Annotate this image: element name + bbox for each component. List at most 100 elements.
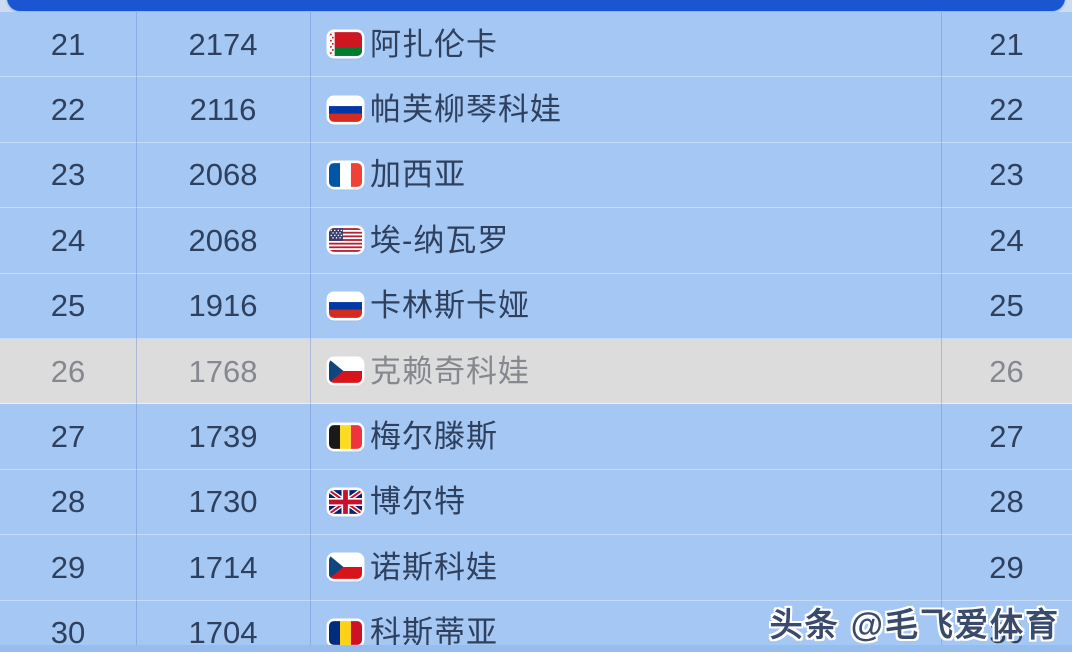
player-cell: 梅尔滕斯 bbox=[310, 404, 941, 468]
points-value: 1704 bbox=[188, 615, 258, 645]
rank-value-left: 27 bbox=[50, 419, 86, 455]
table-row[interactable]: 23 2068 加西亚 23 bbox=[0, 142, 1072, 209]
player-cell: 克赖奇科娃 bbox=[310, 339, 941, 403]
points-cell: 2068 bbox=[136, 143, 310, 207]
romania-flag-icon bbox=[329, 620, 362, 645]
rank-value-right: 22 bbox=[989, 92, 1024, 128]
rank-cell-right: 23 bbox=[941, 143, 1072, 207]
table-header-bar bbox=[7, 0, 1065, 11]
points-cell: 1714 bbox=[136, 535, 310, 599]
player-cell: 博尔特 bbox=[310, 470, 941, 534]
table-row[interactable]: 22 2116 帕芙柳琴科娃 22 bbox=[0, 77, 1072, 143]
rank-cell-left: 27 bbox=[0, 404, 136, 468]
table-row[interactable]: 27 1739 梅尔滕斯 27 bbox=[0, 404, 1072, 470]
rank-cell-right: 22 bbox=[941, 77, 1072, 141]
player-cell: 帕芙柳琴科娃 bbox=[310, 77, 941, 141]
rank-value-right: 27 bbox=[989, 419, 1024, 455]
points-value: 1739 bbox=[188, 419, 258, 455]
player-cell: 阿扎伦卡 bbox=[310, 12, 941, 76]
rank-cell-right: 24 bbox=[941, 208, 1072, 272]
rank-cell-right: 21 bbox=[941, 12, 1072, 76]
table-row[interactable]: 29 1714 诺斯科娃 29 bbox=[0, 535, 1072, 601]
points-cell: 1739 bbox=[136, 404, 310, 468]
points-value: 1730 bbox=[188, 484, 258, 520]
points-cell: 1704 bbox=[136, 601, 310, 645]
rank-value-right: 23 bbox=[989, 157, 1024, 193]
points-cell: 2068 bbox=[136, 208, 310, 272]
player-cell: 卡林斯卡娅 bbox=[310, 274, 941, 338]
rank-cell-right: 28 bbox=[941, 470, 1072, 534]
rank-cell-left: 29 bbox=[0, 535, 136, 599]
rank-cell-left: 21 bbox=[0, 12, 136, 76]
rank-value-left: 29 bbox=[50, 549, 86, 585]
rank-value-right: 25 bbox=[989, 288, 1024, 324]
belgium-flag-icon bbox=[329, 424, 362, 449]
rank-value-left: 26 bbox=[50, 353, 86, 389]
table-row[interactable]: 30 1704 科斯蒂亚 30 bbox=[0, 600, 1072, 645]
player-cell: 诺斯科娃 bbox=[310, 535, 941, 599]
rank-value-left: 28 bbox=[50, 484, 86, 520]
russia-flag-icon bbox=[329, 293, 362, 318]
player-cell: 科斯蒂亚 bbox=[310, 601, 941, 645]
rank-cell-right: 25 bbox=[941, 274, 1072, 338]
points-value: 2116 bbox=[189, 92, 257, 128]
player-name: 诺斯科娃 bbox=[370, 549, 498, 585]
rank-value-right: 28 bbox=[989, 484, 1024, 520]
player-name: 加西亚 bbox=[370, 157, 466, 193]
player-name: 埃-纳瓦罗 bbox=[370, 222, 510, 258]
rank-value-left: 25 bbox=[50, 288, 86, 324]
table-row[interactable]: 24 2068 埃-纳瓦罗 24 bbox=[0, 208, 1072, 274]
points-cell: 2174 bbox=[136, 12, 310, 76]
rank-cell-left: 22 bbox=[0, 77, 136, 141]
points-value: 2068 bbox=[188, 222, 258, 258]
russia-flag-icon bbox=[329, 97, 362, 122]
united-kingdom-flag-icon bbox=[329, 489, 362, 514]
points-cell: 1916 bbox=[136, 274, 310, 338]
player-name: 科斯蒂亚 bbox=[370, 615, 498, 645]
rank-value-left: 21 bbox=[50, 26, 86, 62]
player-name: 阿扎伦卡 bbox=[370, 26, 498, 62]
player-name: 帕芙柳琴科娃 bbox=[370, 92, 562, 128]
czech-republic-flag-icon bbox=[329, 555, 362, 580]
points-value: 2068 bbox=[188, 157, 258, 193]
rank-value-right: 29 bbox=[989, 549, 1024, 585]
player-name: 梅尔滕斯 bbox=[370, 419, 498, 455]
table-row[interactable]: 26 1768 克赖奇科娃 26 bbox=[0, 338, 1072, 405]
player-name: 卡林斯卡娅 bbox=[370, 288, 530, 324]
rank-cell-left: 26 bbox=[0, 339, 136, 403]
rank-cell-left: 25 bbox=[0, 274, 136, 338]
player-name: 克赖奇科娃 bbox=[370, 353, 530, 389]
points-value: 1768 bbox=[188, 353, 258, 389]
rank-cell-right: 30 bbox=[941, 601, 1072, 645]
table-row[interactable]: 28 1730 博尔特 28 bbox=[0, 469, 1072, 536]
rank-value-left: 23 bbox=[50, 157, 86, 193]
rank-cell-left: 28 bbox=[0, 470, 136, 534]
rank-cell-right: 27 bbox=[941, 404, 1072, 468]
rank-cell-left: 30 bbox=[0, 601, 136, 645]
table-row[interactable]: 21 2174 阿扎伦卡 21 bbox=[0, 12, 1072, 78]
rank-value-right: 21 bbox=[989, 26, 1024, 62]
rank-value-left: 30 bbox=[50, 615, 86, 645]
belarus-flag-icon bbox=[329, 32, 362, 57]
rank-value-right: 24 bbox=[989, 222, 1024, 258]
rank-value-right: 26 bbox=[989, 353, 1024, 389]
points-value: 1714 bbox=[188, 549, 258, 585]
usa-flag-icon bbox=[329, 228, 362, 253]
rank-cell-left: 24 bbox=[0, 208, 136, 272]
player-name: 博尔特 bbox=[370, 484, 466, 520]
rank-value-left: 22 bbox=[50, 92, 86, 128]
points-cell: 1768 bbox=[136, 339, 310, 403]
table-row[interactable]: 25 1916 卡林斯卡娅 25 bbox=[0, 273, 1072, 339]
rank-cell-right: 29 bbox=[941, 535, 1072, 599]
player-cell: 加西亚 bbox=[310, 143, 941, 207]
rank-value-left: 24 bbox=[50, 222, 86, 258]
points-cell: 1730 bbox=[136, 470, 310, 534]
watermark: 头条 @毛飞爱体育 bbox=[769, 606, 1060, 643]
france-flag-icon bbox=[329, 162, 362, 187]
points-cell: 2116 bbox=[136, 77, 310, 141]
rank-value-right: 30 bbox=[989, 615, 1024, 645]
czech-republic-flag-icon bbox=[329, 359, 362, 384]
player-cell: 埃-纳瓦罗 bbox=[310, 208, 941, 272]
rank-cell-right: 26 bbox=[941, 339, 1072, 403]
points-value: 1916 bbox=[188, 288, 258, 324]
